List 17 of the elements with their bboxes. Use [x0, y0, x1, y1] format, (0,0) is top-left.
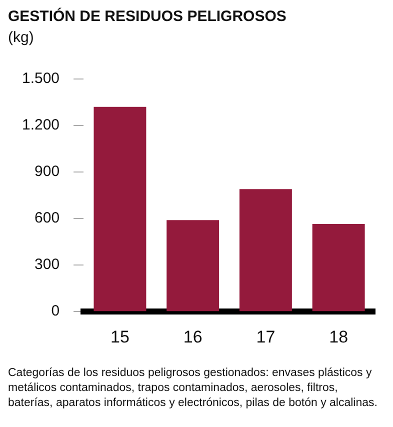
- y-tick-label: 900: [34, 163, 60, 180]
- bar: [94, 106, 146, 312]
- bar: [239, 189, 292, 312]
- y-tick-label: 300: [34, 256, 60, 274]
- y-tick-label: 600: [34, 210, 60, 227]
- y-tick-label: 1.500: [22, 70, 60, 88]
- text: Categorías de los residuos peligrosos gestionados: envases plásticos y metálicos contaminados, trapos contaminados, aerosoles, filtros, baterías, aparatos informáticos y electrónicos, pilas de botón y alcalinas.: [8, 366, 378, 411]
- bar: [312, 224, 365, 312]
- y-tick-label: 1.200: [22, 116, 60, 134]
- bar: [166, 220, 220, 312]
- x-tick-label: 16: [183, 327, 202, 346]
- y-axis-title: (kg): [8, 29, 35, 46]
- y-tick-label: 0: [51, 302, 60, 320]
- x-tick-label: 18: [329, 327, 348, 346]
- x-tick-label: 17: [256, 327, 276, 346]
- chart-title: GESTIÓN DE RESIDUOS PELIGROSOS: [8, 8, 288, 25]
- x-tick-label: 15: [110, 327, 130, 346]
